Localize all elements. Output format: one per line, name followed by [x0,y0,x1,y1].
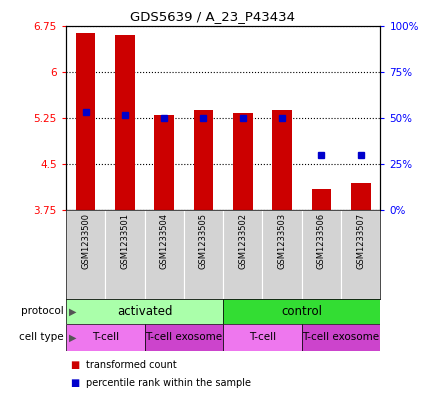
Bar [194,110,213,210]
Text: cell type: cell type [19,332,64,342]
Text: control: control [281,305,322,318]
Text: percentile rank within the sample: percentile rank within the sample [86,378,251,388]
Text: GSM1233505: GSM1233505 [199,213,208,269]
Bar [144,324,223,351]
Text: GSM1233504: GSM1233504 [160,213,169,269]
Text: T-cell exosome: T-cell exosome [145,332,222,342]
Text: GDS5639 / A_23_P43434: GDS5639 / A_23_P43434 [130,10,295,23]
Text: GSM1233501: GSM1233501 [120,213,129,269]
Bar [184,210,223,299]
Bar [312,189,331,210]
Bar [66,299,223,324]
Bar [262,210,302,299]
Text: T-cell: T-cell [249,332,276,342]
Text: GSM1233506: GSM1233506 [317,213,326,269]
Text: ▶: ▶ [69,307,77,316]
Bar [115,35,135,210]
Bar [351,182,371,210]
Text: T-cell exosome: T-cell exosome [303,332,380,342]
Bar [223,299,380,324]
Text: transformed count: transformed count [86,360,177,370]
Bar [233,113,252,210]
Bar [272,110,292,210]
Bar [302,210,341,299]
Text: protocol: protocol [21,307,64,316]
Bar [341,210,380,299]
Bar [144,210,184,299]
Bar [76,33,95,210]
Text: T-cell: T-cell [92,332,119,342]
Bar [223,210,262,299]
Text: GSM1233503: GSM1233503 [278,213,286,269]
Bar [66,210,105,299]
Text: GSM1233507: GSM1233507 [356,213,365,269]
Bar [66,324,144,351]
Text: ▶: ▶ [69,332,77,342]
Bar [154,115,174,210]
Bar [223,324,302,351]
Text: GSM1233502: GSM1233502 [238,213,247,269]
Bar [105,210,144,299]
Bar [302,324,380,351]
Text: ■: ■ [70,378,79,388]
Text: ■: ■ [70,360,79,370]
Text: GSM1233500: GSM1233500 [81,213,90,269]
Text: activated: activated [117,305,172,318]
